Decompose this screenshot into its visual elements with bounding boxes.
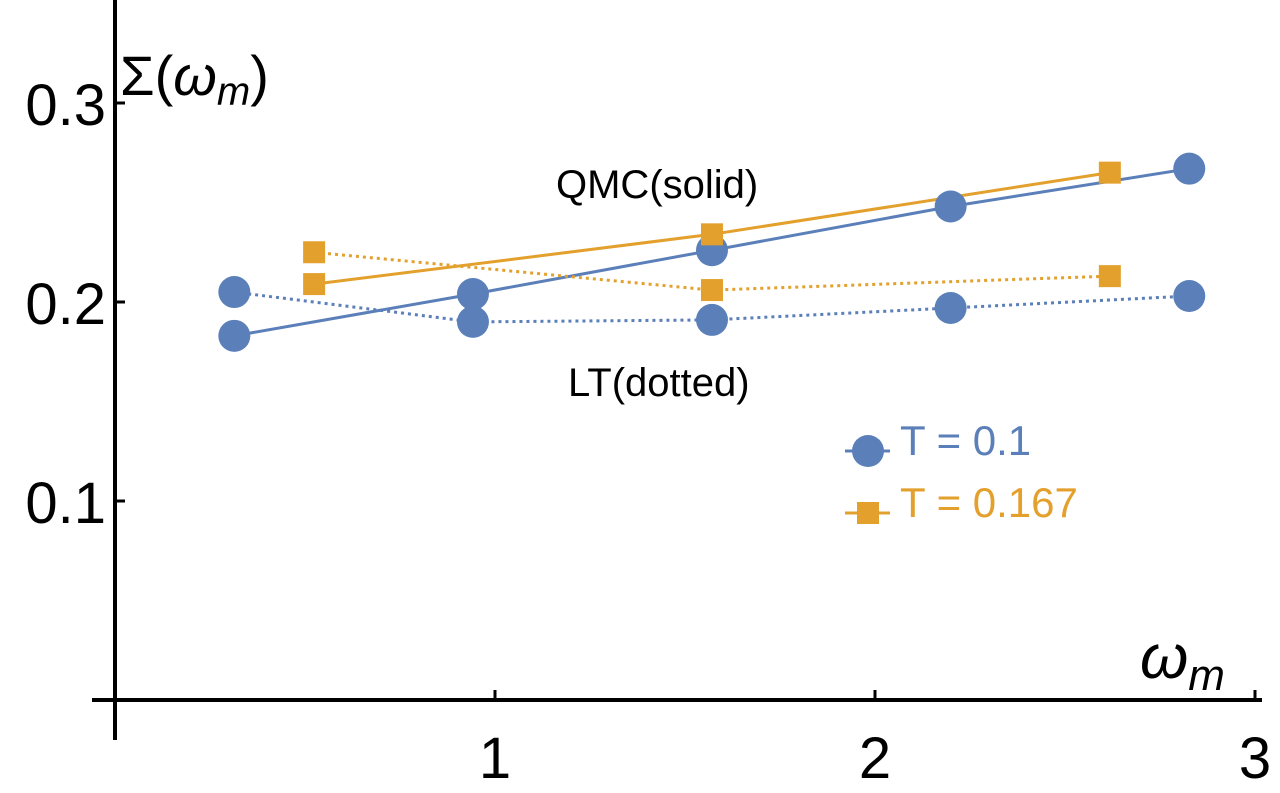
point-lt-t01-1 xyxy=(218,276,251,309)
point-qmc-t0167-2 xyxy=(700,223,723,246)
series-line-lt-t01 xyxy=(234,290,1190,324)
x-tick-label-1: 1 xyxy=(479,726,511,791)
annotation-qmc: QMC(solid) xyxy=(556,163,758,207)
y-tick-label-3: 0.3 xyxy=(25,73,106,138)
xlabel: ωm xyxy=(1140,623,1225,700)
point-qmc-t0167-3 xyxy=(1098,161,1121,184)
xlabel-subscript: m xyxy=(1188,651,1225,700)
xlabel-symbol: ω xyxy=(1140,623,1188,692)
point-qmc-t01-2 xyxy=(456,278,489,311)
point-lt-t01-2 xyxy=(456,305,489,338)
point-qmc-t01-1 xyxy=(218,319,251,352)
point-qmc-t01-5 xyxy=(1173,152,1206,185)
ylabel-suffix: ) xyxy=(250,44,269,107)
y-tick-label-2: 0.2 xyxy=(25,272,106,337)
point-lt-t0167-2 xyxy=(700,279,723,302)
point-lt-t01-5 xyxy=(1173,280,1206,313)
point-lt-t01-4 xyxy=(934,291,967,324)
axes: 1 2 3 0.1 0.2 0.3 xyxy=(25,0,1271,791)
ylabel-symbol: ω xyxy=(173,44,217,107)
point-lt-t0167-3 xyxy=(1098,265,1121,288)
legend: T = 0.1 T = 0.167 xyxy=(845,417,1078,526)
annotation-lt: LT(dotted) xyxy=(568,361,750,405)
legend-label-1: T = 0.1 xyxy=(900,417,1031,464)
ticks: 1 2 3 0.1 0.2 0.3 xyxy=(25,73,1271,791)
point-qmc-t0167-1 xyxy=(303,273,326,296)
series-markers xyxy=(218,152,1206,352)
legend-marker-2 xyxy=(857,502,879,524)
ylabel-subscript: m xyxy=(217,70,250,114)
point-lt-t01-3 xyxy=(695,303,728,336)
y-tick-label-1: 0.1 xyxy=(25,471,106,536)
legend-label-2: T = 0.167 xyxy=(900,479,1078,526)
x-tick-label-3: 3 xyxy=(1239,726,1271,791)
x-tick-label-2: 2 xyxy=(859,726,891,791)
ylabel-prefix: Σ( xyxy=(120,44,174,107)
point-lt-t0167-1 xyxy=(303,241,326,264)
point-qmc-t01-4 xyxy=(934,190,967,223)
ylabel: Σ(ωm) xyxy=(120,44,269,114)
legend-marker-1 xyxy=(852,435,884,467)
